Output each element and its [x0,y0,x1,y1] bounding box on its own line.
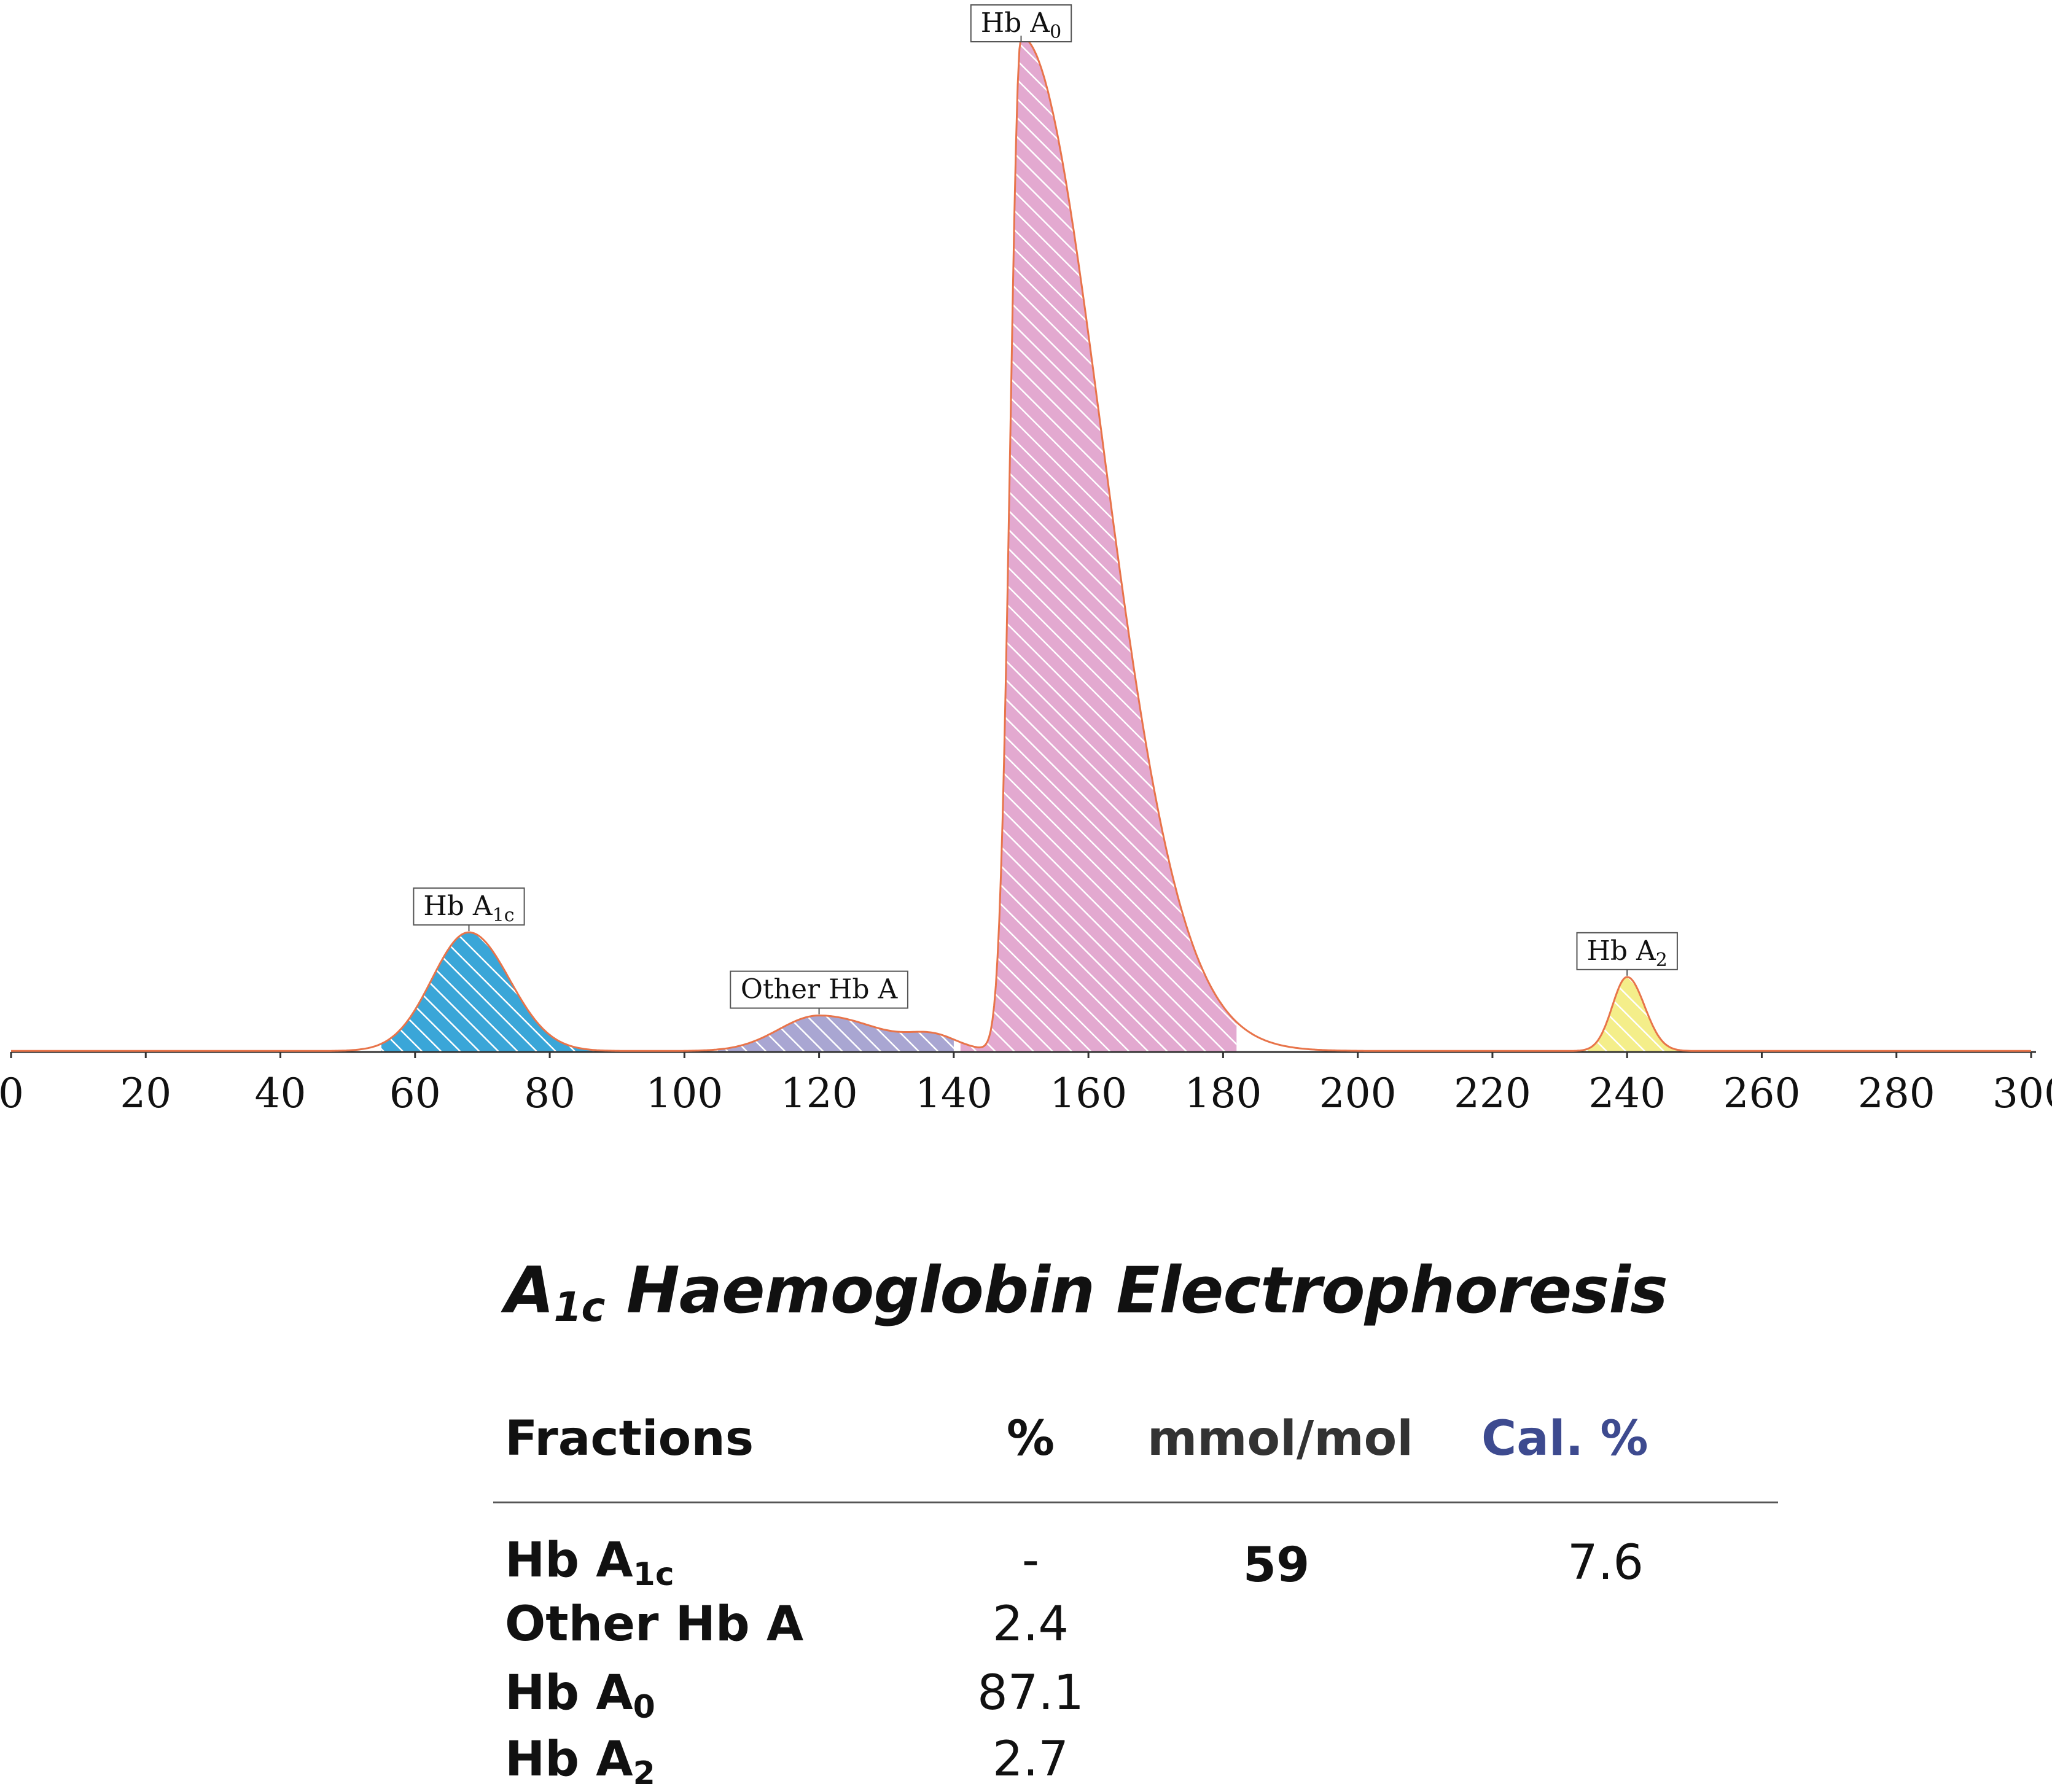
fraction-name: Other Hb A [505,1597,804,1652]
fraction-mmol: 59 [1243,1538,1310,1593]
x-tick-label: 20 [120,1070,171,1117]
peak-labels: Hb A1c Other Hb A Hb A0 Hb A2 [413,4,1678,1015]
peak-hatch-1 [718,1015,954,1052]
peak-label-box [413,887,525,926]
fraction-name: Hb A1c [505,1533,674,1593]
svg-text:Hb A1c: Hb A1c [423,890,514,926]
peak-label-box [970,4,1072,42]
x-axis-ticks: 0 20 40 60 80 100 120 140 160 180 200 220 240 260 280 3… [0,1052,2052,1117]
peak-label-2: Hb A0 [970,4,1072,43]
electrophoresis-chart: 0 20 40 60 80 100 120 140 160 180 200 220 240 260 280 3… [0,4,2052,1117]
x-tick-label: 60 [389,1070,441,1117]
x-tick-label: 120 [781,1070,858,1117]
header-divider [493,1502,1778,1503]
x-tick-label: 280 [1858,1070,1935,1117]
x-tick-label: 80 [524,1070,575,1117]
peak-label-3: Hb A2 [1576,932,1678,976]
peak-hatch-2 [960,37,1237,1053]
x-tick-label: 260 [1723,1070,1800,1117]
fraction-name: Hb A0 [505,1665,655,1726]
x-tick-label: 240 [1588,1070,1666,1117]
svg-text:Other Hb A: Other Hb A [741,974,899,1005]
x-tick-label: 300 [1992,1070,2052,1117]
fraction-percent: 2.7 [992,1732,1069,1787]
x-tick-label: 220 [1454,1070,1531,1117]
x-tick-label: 160 [1050,1070,1127,1117]
peak-label-1: Other Hb A [730,970,908,1015]
x-tick-label: 100 [646,1070,723,1117]
peak-hatch-0 [381,932,604,1052]
header-percent: % [1006,1411,1055,1467]
peak-areas [381,37,1681,1053]
fraction-cal: 7.6 [1567,1535,1644,1591]
x-tick-label: 40 [255,1070,306,1117]
header-mmol: mmol/mol [1147,1411,1413,1467]
fraction-percent: - [1021,1533,1040,1588]
peak-label-0: Hb A1c [413,887,525,932]
header-cal: Cal. % [1481,1411,1648,1467]
svg-text:Hb A0: Hb A0 [981,7,1061,43]
header-fractions: Fractions [505,1411,754,1467]
x-tick-label: 200 [1319,1070,1397,1117]
x-tick-label: 180 [1184,1070,1262,1117]
peak-hatch-3 [1580,976,1681,1052]
x-tick-label: 0 [0,1070,24,1117]
x-tick-label: 140 [915,1070,993,1117]
fraction-percent: 2.4 [992,1597,1069,1652]
fraction-name: Hb A2 [505,1732,655,1792]
report-title: A1c Haemoglobin Electrophoresis [505,1253,1668,1331]
fraction-percent: 87.1 [977,1665,1084,1721]
svg-text:Hb A2: Hb A2 [1586,935,1667,971]
